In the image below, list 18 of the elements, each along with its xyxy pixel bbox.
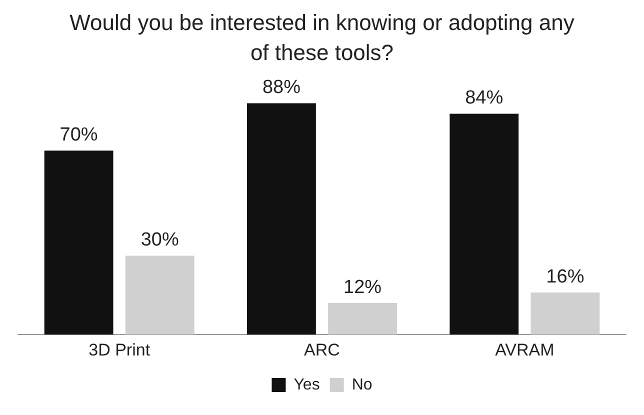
bar	[450, 114, 519, 335]
x-tick-label: 3D Print	[88, 340, 150, 360]
bar	[125, 256, 194, 335]
bar	[44, 150, 114, 335]
data-label: 70%	[60, 124, 98, 146]
bar	[328, 303, 397, 335]
data-label: 88%	[262, 76, 301, 98]
legend-label: No	[352, 376, 372, 394]
chart-title: Would you be interested in knowing or adopting any of these tools?	[68, 9, 576, 67]
x-tick-label: AVRAM	[495, 340, 554, 360]
bar	[247, 103, 316, 335]
legend-label: Yes	[294, 376, 320, 394]
data-label: 84%	[465, 88, 504, 109]
x-tick-label: ARC	[304, 340, 340, 360]
data-label: 16%	[546, 266, 584, 288]
bar	[530, 292, 600, 335]
data-label: 12%	[344, 276, 382, 298]
data-label: 30%	[140, 229, 179, 250]
